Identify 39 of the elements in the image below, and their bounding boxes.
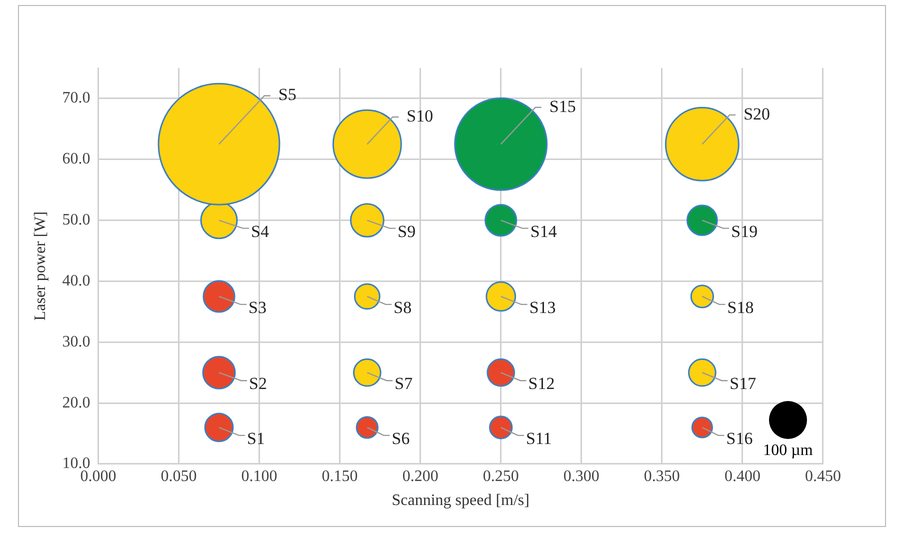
annotation: S11	[526, 428, 552, 448]
x-tick-label: 0.150	[322, 468, 358, 485]
legend-label: 100 µm	[763, 442, 814, 460]
annotation: S1	[246, 428, 265, 448]
annotation: S20	[744, 104, 770, 124]
annotation: S9	[398, 222, 416, 241]
y-tick-label: 20.0	[62, 394, 90, 412]
y-tick-label: 70.0	[62, 90, 90, 107]
y-tick-label: 30.0	[62, 333, 90, 350]
annotation: S13	[529, 298, 556, 317]
annotation: S5	[278, 85, 296, 104]
x-tick-label: 0.000	[80, 468, 116, 485]
x-tick-label: 0.200	[402, 468, 438, 485]
annotation: S3	[248, 298, 267, 317]
annotation: S10	[406, 106, 434, 126]
y-tick-label: 40.0	[62, 272, 90, 290]
x-tick-label: 0.450	[805, 468, 841, 485]
annotation: S2	[249, 374, 267, 394]
y-tick-label: 60.0	[62, 150, 90, 168]
x-tick-label: 0.050	[160, 468, 197, 485]
x-tick-label: 0.300	[563, 468, 600, 485]
annotation: S17	[730, 374, 757, 394]
x-tick-label: 0.250	[482, 468, 519, 485]
annotation: S8	[394, 298, 412, 317]
x-tick-label: 0.350	[644, 468, 680, 485]
annotation: S18	[727, 298, 754, 317]
annotation: S14	[530, 222, 558, 241]
annotation: S19	[731, 222, 758, 241]
annotation: S12	[528, 374, 555, 394]
y-axis-title: Laser power [W]	[32, 211, 49, 321]
annotation: S16	[726, 428, 753, 448]
annotation: S4	[251, 222, 270, 241]
annotation: S15	[549, 96, 576, 116]
annotation: S7	[394, 374, 414, 394]
annotation: S6	[392, 428, 410, 448]
x-axis-title: Scanning speed [m/s]	[392, 492, 530, 509]
y-tick-label: 50.0	[62, 212, 90, 229]
x-tick-label: 0.400	[724, 468, 760, 485]
x-tick-label: 0.100	[241, 468, 278, 485]
